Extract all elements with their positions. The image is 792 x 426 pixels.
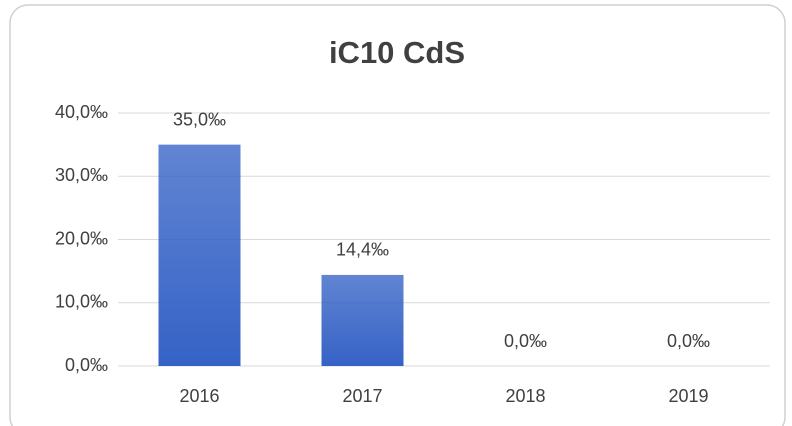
- chart-title: iC10 CdS: [329, 35, 465, 70]
- bar: [158, 144, 241, 366]
- y-tick-label: 0,0‰: [65, 355, 108, 375]
- x-tick-label: 2016: [179, 386, 219, 406]
- x-tick-label: 2019: [668, 386, 708, 406]
- y-tick-label: 10,0‰: [55, 292, 108, 312]
- value-label: 0,0‰: [667, 331, 710, 351]
- y-tick-label: 20,0‰: [55, 228, 108, 248]
- y-tick-label: 40,0‰: [55, 102, 108, 122]
- value-label: 14,4‰: [336, 240, 389, 260]
- x-tick-label: 2017: [342, 386, 382, 406]
- value-label: 35,0‰: [173, 109, 226, 129]
- y-tick-label: 30,0‰: [55, 165, 108, 185]
- x-tick-label: 2018: [505, 386, 545, 406]
- value-label: 0,0‰: [504, 331, 547, 351]
- bar: [321, 274, 404, 366]
